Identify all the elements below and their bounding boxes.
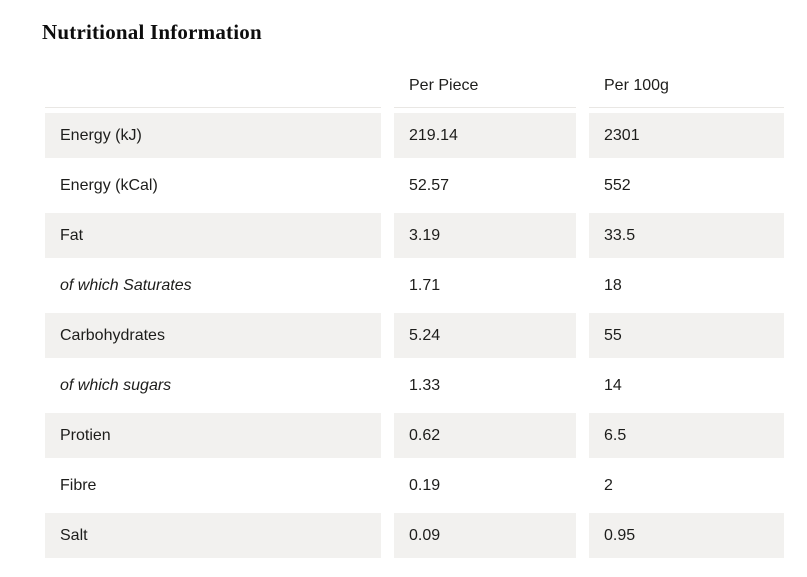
table-row-salt: Salt 0.09 0.95 [45,513,784,558]
col-header-per-piece: Per Piece [394,65,576,108]
value-per-100g: 33.5 [589,213,784,258]
table-row-fat: Fat 3.19 33.5 [45,213,784,258]
value-per-piece: 0.62 [394,413,576,458]
value-per-piece: 52.57 [394,163,576,208]
table-row-protein: Protien 0.62 6.5 [45,413,784,458]
row-label: Energy (kCal) [45,163,381,208]
value-per-100g: 2 [589,463,784,508]
value-per-piece: 1.71 [394,263,576,308]
table-header-row: Per Piece Per 100g [45,65,784,108]
value-per-100g: 2301 [589,113,784,158]
table-row-carbohydrates: Carbohydrates 5.24 55 [45,313,784,358]
value-per-piece: 0.09 [394,513,576,558]
table-row-fibre: Fibre 0.19 2 [45,463,784,508]
value-per-100g: 18 [589,263,784,308]
nutrition-page: Nutritional Information Per Piece Per 10… [0,20,807,577]
row-label: Fibre [45,463,381,508]
page-title: Nutritional Information [42,20,262,44]
row-label: Fat [45,213,381,258]
row-label: Protien [45,413,381,458]
value-per-piece: 0.19 [394,463,576,508]
nutrition-table: Per Piece Per 100g Energy (kJ) 219.14 23… [32,60,797,563]
value-per-100g: 6.5 [589,413,784,458]
row-label: Energy (kJ) [45,113,381,158]
row-label: Salt [45,513,381,558]
value-per-piece: 1.33 [394,363,576,408]
value-per-piece: 5.24 [394,313,576,358]
table-row-saturates: of which Saturates 1.71 18 [45,263,784,308]
value-per-100g: 14 [589,363,784,408]
table-row-energy-kcal: Energy (kCal) 52.57 552 [45,163,784,208]
table-row-sugars: of which sugars 1.33 14 [45,363,784,408]
row-label: of which Saturates [45,263,381,308]
value-per-100g: 55 [589,313,784,358]
col-header-blank [45,65,381,108]
table-row-energy-kj: Energy (kJ) 219.14 2301 [45,113,784,158]
value-per-piece: 3.19 [394,213,576,258]
row-label: Carbohydrates [45,313,381,358]
col-header-per-100g: Per 100g [589,65,784,108]
value-per-piece: 219.14 [394,113,576,158]
value-per-100g: 552 [589,163,784,208]
row-label: of which sugars [45,363,381,408]
value-per-100g: 0.95 [589,513,784,558]
